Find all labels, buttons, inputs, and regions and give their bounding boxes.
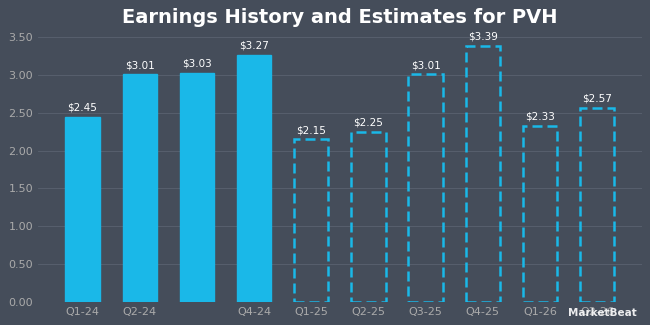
Bar [580, 108, 614, 302]
Bar [237, 55, 271, 302]
Bar [408, 74, 443, 302]
Bar [523, 126, 557, 302]
Bar [408, 74, 443, 302]
Bar [294, 139, 328, 302]
Text: $3.03: $3.03 [182, 59, 212, 69]
Bar [523, 126, 557, 302]
Bar [180, 73, 214, 302]
Text: $2.45: $2.45 [68, 103, 98, 113]
Text: $3.39: $3.39 [468, 32, 498, 42]
Bar [294, 139, 328, 302]
Text: $2.57: $2.57 [582, 94, 612, 104]
Text: $3.01: $3.01 [411, 60, 441, 71]
Text: MarketBeat: MarketBeat [568, 308, 637, 318]
Bar [351, 132, 385, 302]
Text: $2.15: $2.15 [296, 125, 326, 136]
Bar [351, 132, 385, 302]
Bar [580, 108, 614, 302]
Bar [123, 74, 157, 302]
Title: Earnings History and Estimates for PVH: Earnings History and Estimates for PVH [122, 8, 558, 27]
Bar [66, 117, 99, 302]
Text: $3.01: $3.01 [125, 60, 155, 71]
Bar [465, 46, 500, 302]
Text: $2.25: $2.25 [354, 118, 384, 128]
Text: $2.33: $2.33 [525, 112, 555, 122]
Text: $3.27: $3.27 [239, 41, 269, 51]
Bar [465, 46, 500, 302]
